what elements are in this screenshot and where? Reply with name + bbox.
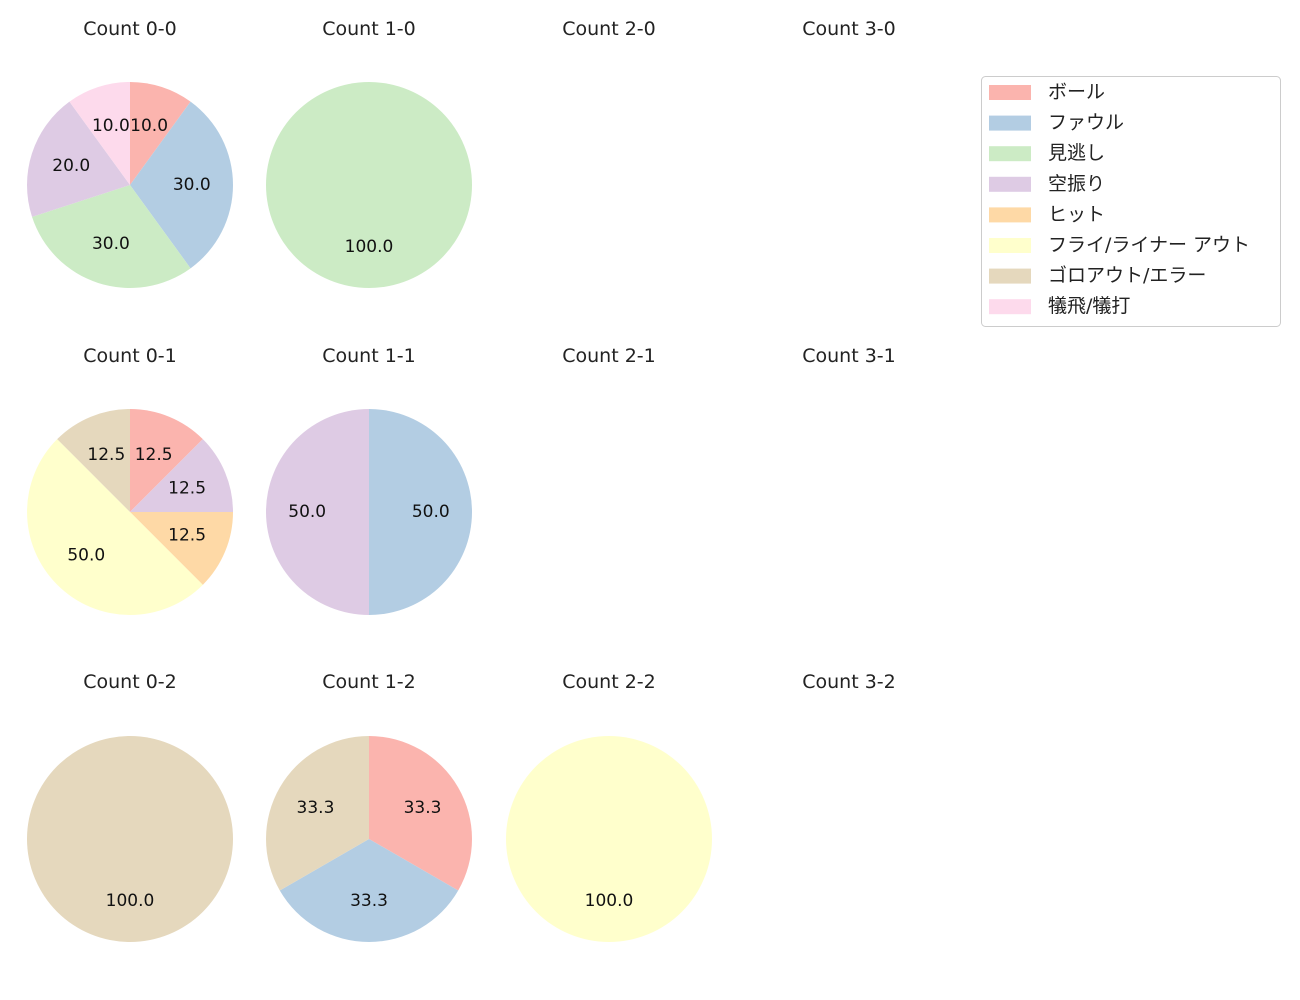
pie-12: Count 3-2 [802, 671, 896, 693]
pie-title: Count 3-0 [802, 18, 896, 40]
pie-slice-空振り [130, 439, 233, 512]
pie-slice-フライ/ライナー アウト [506, 736, 712, 942]
legend-entry: ヒット [1048, 203, 1105, 225]
slice-label: 100.0 [345, 237, 394, 257]
pie-title: Count 2-1 [562, 345, 656, 367]
legend-entry: フライ/ライナー アウト [1048, 234, 1250, 256]
pie-9: Count 0-2 100.0 [27, 671, 233, 942]
pie-title: Count 2-0 [562, 18, 656, 40]
pie-3: Count 2-0 [562, 18, 656, 40]
pie-slice-ボール [130, 409, 203, 512]
legend-entry: ボール [1048, 81, 1105, 103]
slice-label: 33.3 [404, 798, 442, 818]
pie-slice-見逃し [266, 82, 472, 288]
legend-swatch [989, 176, 1031, 192]
slice-label: 12.5 [135, 445, 173, 465]
pie-slice-ボール [130, 82, 191, 185]
slice-label: 12.5 [87, 445, 125, 465]
pie-title: Count 0-2 [83, 671, 177, 693]
pie-title: Count 0-0 [83, 18, 177, 40]
pie-11: Count 2-2 100.0 [506, 671, 712, 942]
slice-label: 50.0 [288, 502, 326, 522]
legend-entry: 見逃し [1048, 142, 1105, 164]
legend-swatch [989, 238, 1031, 253]
pie-title: Count 0-1 [83, 345, 177, 367]
legend-swatch [989, 268, 1031, 284]
pie-slice-犠飛/犠打 [69, 82, 130, 185]
pie-title: Count 2-2 [562, 671, 656, 693]
slice-label: 30.0 [92, 234, 130, 254]
slice-label: 100.0 [106, 891, 155, 911]
pie-2: Count 1-0 100.0 [266, 18, 472, 288]
pie-slice-フライ/ライナー アウト [27, 439, 203, 615]
pie-7: Count 2-1 [562, 345, 656, 367]
legend-swatch [989, 115, 1031, 131]
pie-5: Count 0-1 12.5 12.5 12.5 50.0 12.5 [27, 345, 233, 615]
pie-title: Count 1-2 [322, 671, 416, 693]
slice-label: 30.0 [173, 175, 211, 195]
pie-slice-ファウル [130, 101, 233, 269]
pie-slice-ゴロアウト/エラー [57, 409, 131, 512]
legend-entry: 空振り [1048, 173, 1105, 195]
pie-slice-ゴロアウト/エラー [266, 736, 369, 891]
legend-swatch [989, 85, 1031, 100]
slice-label: 50.0 [412, 502, 450, 522]
pie-10: Count 1-2 33.3 33.3 33.3 [266, 671, 472, 942]
pie-slice-ゴロアウト/エラー [27, 736, 233, 942]
legend-frame [981, 76, 1281, 327]
legend-swatch [989, 299, 1031, 315]
pie-title: Count 1-0 [322, 18, 416, 40]
pie-4: Count 3-0 [802, 18, 896, 40]
slice-label: 33.3 [350, 891, 388, 911]
pie-title: Count 3-1 [802, 345, 896, 367]
slice-label: 10.0 [130, 116, 168, 136]
pie-slice-ボール [369, 736, 472, 891]
slice-label: 10.0 [92, 116, 130, 136]
pie-slice-ファウル [369, 409, 472, 615]
pie-title: Count 1-1 [322, 345, 416, 367]
slice-label: 33.3 [297, 798, 335, 818]
legend-swatch [989, 207, 1031, 223]
slice-label: 20.0 [52, 156, 90, 176]
pie-slice-ヒット [130, 512, 233, 585]
slice-label: 50.0 [67, 546, 105, 566]
legend-entry: ファウル [1048, 112, 1124, 134]
slice-label: 12.5 [168, 526, 206, 546]
pie-slice-空振り [266, 409, 369, 615]
pie-slice-空振り [27, 101, 131, 217]
pie-slice-見逃し [32, 185, 191, 288]
pie-title: Count 3-2 [802, 671, 896, 693]
slice-label: 100.0 [585, 891, 634, 911]
legend-entry: ゴロアウト/エラー [1048, 265, 1206, 287]
pie-8: Count 3-1 [802, 345, 896, 367]
legend-swatch [989, 146, 1031, 162]
slice-label: 12.5 [168, 478, 206, 498]
pie-1: Count 0-010.030.030.020.010.0 [27, 18, 233, 288]
legend-entry: 犠飛/犠打 [1048, 295, 1130, 317]
pie-6: Count 1-1 50.0 50.0 [266, 345, 472, 615]
